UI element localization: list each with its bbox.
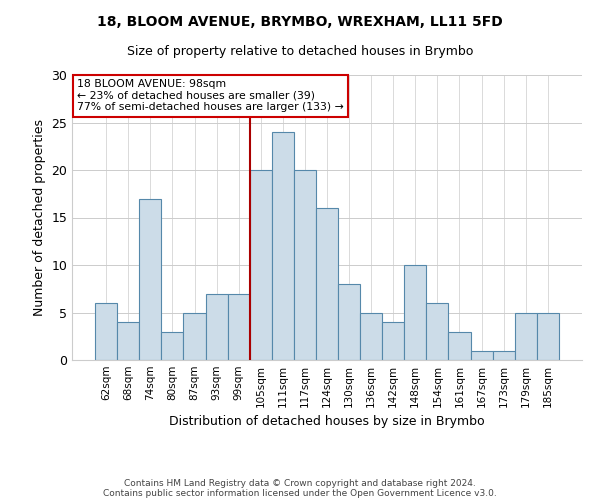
Bar xyxy=(338,284,360,360)
Bar xyxy=(427,303,448,360)
Bar xyxy=(117,322,139,360)
Bar xyxy=(294,170,316,360)
Bar xyxy=(448,332,470,360)
Bar xyxy=(316,208,338,360)
Bar xyxy=(360,312,382,360)
Text: Contains public sector information licensed under the Open Government Licence v3: Contains public sector information licen… xyxy=(103,488,497,498)
Text: 18 BLOOM AVENUE: 98sqm
← 23% of detached houses are smaller (39)
77% of semi-det: 18 BLOOM AVENUE: 98sqm ← 23% of detached… xyxy=(77,80,344,112)
X-axis label: Distribution of detached houses by size in Brymbo: Distribution of detached houses by size … xyxy=(169,416,485,428)
Bar xyxy=(250,170,272,360)
Text: Size of property relative to detached houses in Brymbo: Size of property relative to detached ho… xyxy=(127,45,473,58)
Bar xyxy=(95,303,117,360)
Bar xyxy=(139,198,161,360)
Text: Contains HM Land Registry data © Crown copyright and database right 2024.: Contains HM Land Registry data © Crown c… xyxy=(124,478,476,488)
Bar xyxy=(537,312,559,360)
Bar xyxy=(382,322,404,360)
Bar xyxy=(184,312,206,360)
Y-axis label: Number of detached properties: Number of detached properties xyxy=(33,119,46,316)
Bar xyxy=(515,312,537,360)
Bar xyxy=(404,265,427,360)
Bar xyxy=(206,294,227,360)
Bar xyxy=(272,132,294,360)
Bar xyxy=(227,294,250,360)
Bar xyxy=(493,350,515,360)
Text: 18, BLOOM AVENUE, BRYMBO, WREXHAM, LL11 5FD: 18, BLOOM AVENUE, BRYMBO, WREXHAM, LL11 … xyxy=(97,15,503,29)
Bar xyxy=(470,350,493,360)
Bar xyxy=(161,332,184,360)
